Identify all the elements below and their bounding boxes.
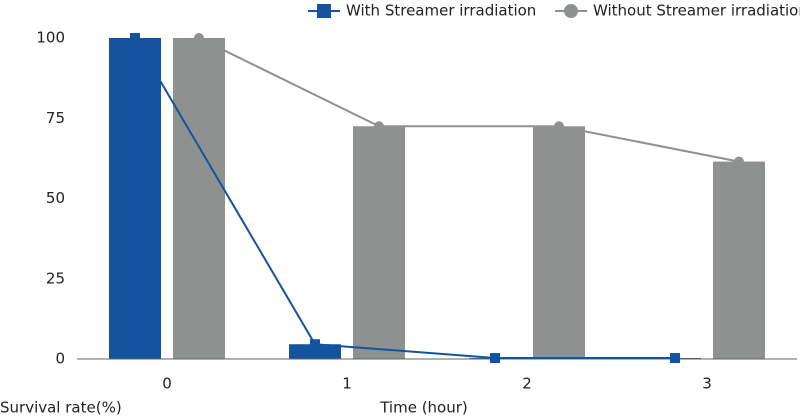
- x-tick-label: 1: [342, 375, 352, 393]
- legend-label: With Streamer irradiation: [346, 2, 536, 20]
- y-tick-label: 0: [55, 350, 65, 368]
- y-axis-title: Survival rate(%): [0, 399, 122, 417]
- x-tick-label: 3: [702, 375, 712, 393]
- marker: [670, 353, 680, 364]
- bar: [173, 38, 225, 359]
- marker: [310, 339, 320, 350]
- bar: [289, 344, 341, 359]
- marker: [374, 121, 384, 132]
- marker: [734, 156, 744, 167]
- y-tick-label: 100: [36, 29, 65, 47]
- legend-marker: [564, 4, 578, 18]
- legend-marker: [317, 4, 331, 18]
- bar: [109, 38, 161, 359]
- x-tick-label: 2: [522, 375, 532, 393]
- line: [134, 37, 675, 360]
- marker: [490, 353, 500, 364]
- x-axis-title: Time (hour): [379, 399, 468, 417]
- marker: [554, 121, 564, 132]
- x-tick-label: 0: [162, 375, 172, 393]
- marker: [130, 33, 140, 43]
- legend-label: Without Streamer irradiation: [593, 2, 800, 20]
- marker: [194, 33, 204, 43]
- line: [198, 37, 740, 163]
- bar: [713, 161, 765, 359]
- bar: [353, 126, 405, 360]
- y-tick-label: 25: [46, 269, 65, 287]
- y-tick-label: 50: [46, 189, 65, 207]
- bar: [533, 126, 585, 360]
- y-tick-label: 75: [46, 109, 65, 127]
